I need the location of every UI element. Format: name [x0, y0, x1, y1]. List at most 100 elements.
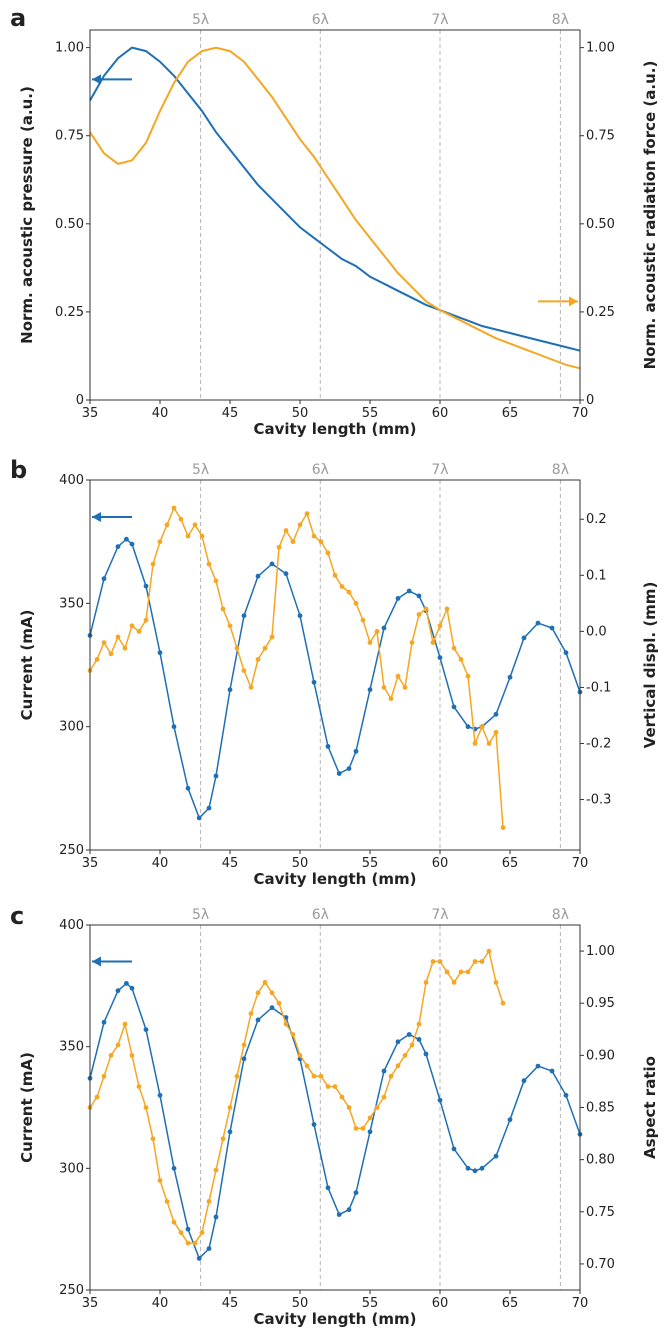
data-point-blue: [206, 805, 212, 811]
data-point-orange: [248, 685, 254, 690]
data-point-orange: [486, 948, 492, 954]
data-point-orange: [255, 657, 261, 662]
data-point-blue: [129, 541, 135, 547]
data-point-blue: [472, 1168, 478, 1174]
y-right-tick-label: 0.2: [586, 512, 607, 527]
y-left-tick-label: 400: [59, 473, 84, 488]
y-right-axis-title: Norm. acoustic radiation force (a.u.): [641, 61, 659, 370]
data-point-blue: [381, 1068, 387, 1074]
data-point-orange: [213, 1167, 219, 1173]
data-point-orange: [255, 990, 261, 996]
data-point-orange: [171, 505, 177, 511]
data-point-blue: [269, 561, 275, 567]
data-point-blue: [157, 1092, 163, 1098]
y-left-tick-label: 400: [59, 918, 84, 933]
y-right-tick-label: 0.90: [586, 1048, 615, 1063]
arrow-head: [92, 956, 101, 967]
data-point-orange: [171, 1219, 177, 1225]
plot-frame: [89, 29, 581, 401]
y-left-tick-label: 0.25: [55, 305, 84, 320]
data-point-orange: [262, 645, 268, 651]
x-tick-label: 60: [432, 1296, 449, 1311]
lambda-label: 6λ: [312, 462, 329, 478]
data-point-orange: [262, 980, 268, 985]
data-point-orange: [367, 640, 373, 645]
data-point-orange: [108, 1053, 114, 1058]
data-point-orange: [157, 539, 163, 545]
data-point-blue: [143, 583, 149, 589]
data-point-blue: [346, 1207, 352, 1213]
data-point-orange: [430, 640, 436, 645]
data-point-orange: [458, 969, 464, 975]
data-point-orange: [353, 600, 359, 606]
data-point-orange: [164, 522, 170, 528]
data-point-orange: [374, 629, 380, 634]
data-point-orange: [276, 1000, 282, 1006]
data-point-blue: [563, 650, 569, 656]
arrow-head: [92, 512, 101, 522]
data-point-blue: [336, 1212, 342, 1217]
plot-frame: [89, 479, 581, 851]
y-right-tick-label: 1.00: [586, 944, 615, 959]
lambda-label: 7λ: [431, 462, 448, 478]
data-point-orange: [164, 1199, 170, 1204]
y-right-tick-label: 0.95: [586, 996, 615, 1011]
x-tick-label: 45: [222, 856, 239, 871]
data-point-blue: [563, 1092, 569, 1098]
data-point-blue: [269, 1005, 275, 1011]
x-tick-label: 55: [362, 856, 379, 871]
data-point-blue: [115, 544, 121, 549]
data-point-orange: [213, 578, 219, 584]
x-tick-label: 55: [362, 406, 379, 421]
data-point-orange: [192, 1240, 198, 1246]
data-point-blue: [171, 1165, 177, 1171]
data-point-orange: [129, 1053, 135, 1058]
lambda-label: 8λ: [552, 462, 569, 478]
series-line-blue: [89, 982, 581, 1260]
data-point-orange: [409, 640, 415, 645]
data-point-orange: [360, 617, 366, 623]
y-left-axis-title: Current (mA): [18, 610, 36, 721]
data-point-blue: [423, 1051, 429, 1057]
data-point-orange: [311, 533, 317, 539]
data-point-blue: [241, 1056, 247, 1062]
x-tick-label: 45: [222, 406, 239, 421]
data-point-blue: [171, 724, 177, 730]
data-point-blue: [437, 1097, 443, 1103]
x-tick-label: 65: [502, 1296, 519, 1311]
y-right-tick-label: 0.50: [586, 217, 615, 232]
data-point-orange: [409, 1042, 415, 1048]
data-point-orange: [332, 1084, 338, 1089]
data-point-orange: [304, 1063, 310, 1069]
data-point-blue: [336, 771, 342, 776]
x-tick-label: 55: [362, 1296, 379, 1311]
data-point-blue: [101, 576, 107, 582]
data-point-orange: [423, 980, 429, 985]
data-point-orange: [451, 980, 457, 985]
data-point-orange: [339, 584, 345, 589]
panel-a: a 5λ 6λ 7λ 8λ 35 40 45 50 55 60 65 70 Cavity length (…: [10, 4, 659, 438]
x-axis-title: Cavity length (mm): [254, 870, 417, 888]
data-point-blue: [406, 588, 412, 594]
x-tick-label: 60: [432, 406, 449, 421]
data-point-blue: [507, 674, 513, 680]
data-point-orange: [360, 1126, 366, 1131]
data-point-orange: [346, 1105, 352, 1110]
data-point-orange: [430, 959, 436, 964]
lambda-label: 8λ: [552, 907, 569, 923]
x-axis-title: Cavity length (mm): [254, 420, 417, 438]
data-point-orange: [437, 623, 443, 629]
data-point-blue: [311, 1122, 317, 1127]
x-tick-label: 65: [502, 856, 519, 871]
x-tick-label: 40: [152, 856, 169, 871]
y-right-axis-title: Aspect ratio: [641, 1056, 659, 1159]
data-point-orange: [402, 1053, 408, 1058]
data-point-orange: [122, 645, 128, 651]
data-point-blue: [535, 620, 541, 626]
data-point-orange: [234, 645, 240, 651]
y-right-axis-title: Vertical displ. (mm): [641, 582, 659, 749]
lambda-label: 7λ: [431, 907, 448, 923]
data-point-orange: [500, 1000, 506, 1006]
data-point-orange: [143, 1105, 149, 1110]
y-left-tick-label: 250: [59, 1283, 84, 1298]
